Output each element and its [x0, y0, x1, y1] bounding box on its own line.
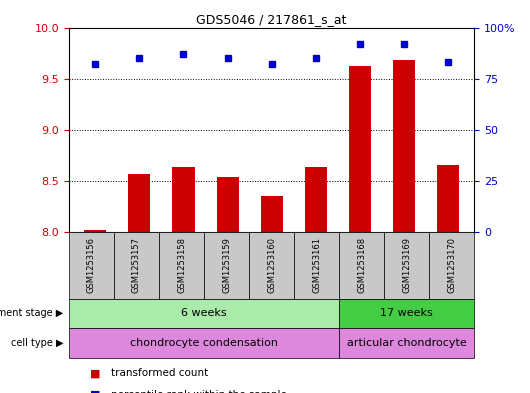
Bar	[261, 196, 282, 232]
Text: 6 weeks: 6 weeks	[181, 309, 227, 318]
Text: GSM1253158: GSM1253158	[177, 237, 186, 293]
Title: GDS5046 / 217861_s_at: GDS5046 / 217861_s_at	[197, 13, 347, 26]
Bar	[349, 66, 371, 232]
Text: GSM1253169: GSM1253169	[402, 237, 411, 293]
Text: GSM1253170: GSM1253170	[447, 237, 456, 293]
Text: ■: ■	[90, 368, 101, 378]
Text: transformed count: transformed count	[111, 368, 208, 378]
Bar	[305, 167, 326, 232]
Text: GSM1253161: GSM1253161	[312, 237, 321, 293]
Text: cell type ▶: cell type ▶	[11, 338, 64, 348]
Bar	[393, 60, 415, 232]
Text: 17 weeks: 17 weeks	[381, 309, 433, 318]
Text: ■: ■	[90, 390, 101, 393]
Bar	[128, 174, 151, 232]
Bar	[217, 177, 238, 232]
Text: GSM1253159: GSM1253159	[222, 237, 231, 293]
Text: GSM1253160: GSM1253160	[267, 237, 276, 293]
Bar	[172, 167, 195, 232]
Bar	[437, 165, 459, 232]
Text: GSM1253168: GSM1253168	[357, 237, 366, 293]
Text: chondrocyte condensation: chondrocyte condensation	[130, 338, 278, 348]
Text: articular chondrocyte: articular chondrocyte	[347, 338, 466, 348]
Text: development stage ▶: development stage ▶	[0, 309, 64, 318]
Bar	[84, 230, 107, 232]
Text: GSM1253157: GSM1253157	[132, 237, 141, 293]
Text: GSM1253156: GSM1253156	[87, 237, 96, 293]
Text: percentile rank within the sample: percentile rank within the sample	[111, 390, 287, 393]
